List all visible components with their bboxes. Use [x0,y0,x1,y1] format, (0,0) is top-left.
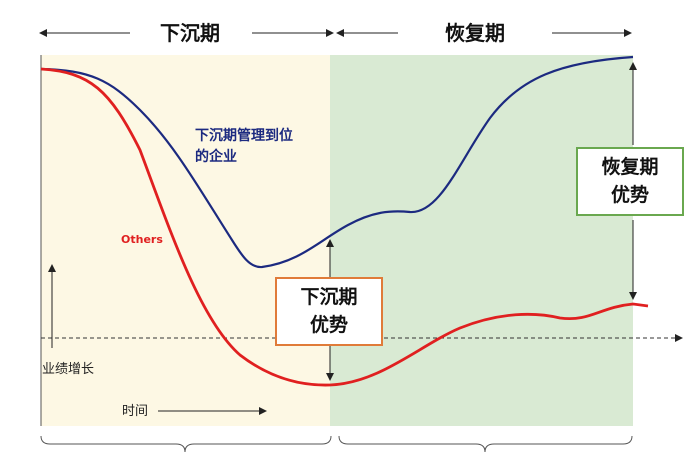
x-axis-label: 时间 [122,404,148,419]
downturn-brace [40,435,332,453]
recovery-brace [338,435,633,453]
downturn-phase-background [41,55,330,426]
recovery-phase-title: 恢复期 [445,21,505,45]
downturn-phase-title: 下沉期 [160,21,220,45]
blue-curve [40,55,634,269]
recovery-phase-background [330,55,633,426]
blue-curve-label-line2: 的企业 [195,148,237,165]
recovery-advantage-box-frame [576,147,684,216]
red-curve-label: Others [121,233,163,246]
downturn-advantage-line1: 下沉期 [300,286,357,308]
recovery-advantage-box: 恢复期 优势 [576,147,684,216]
blue-curve-label-line1: 下沉期管理到位 [195,127,293,144]
downturn-advantage-line2: 优势 [310,313,348,336]
recovery-phase-header: 恢复期 [336,21,632,45]
downturn-advantage-box: 下沉期 优势 [275,277,383,346]
downturn-advantage-box-frame [275,277,383,346]
red-curve [40,67,649,387]
recovery-advantage-line2: 优势 [611,183,649,206]
y-axis-label: 业绩增长 [42,362,94,377]
recovery-advantage-line1: 恢复期 [601,155,658,178]
downturn-phase-header: 下沉期 [39,21,334,45]
